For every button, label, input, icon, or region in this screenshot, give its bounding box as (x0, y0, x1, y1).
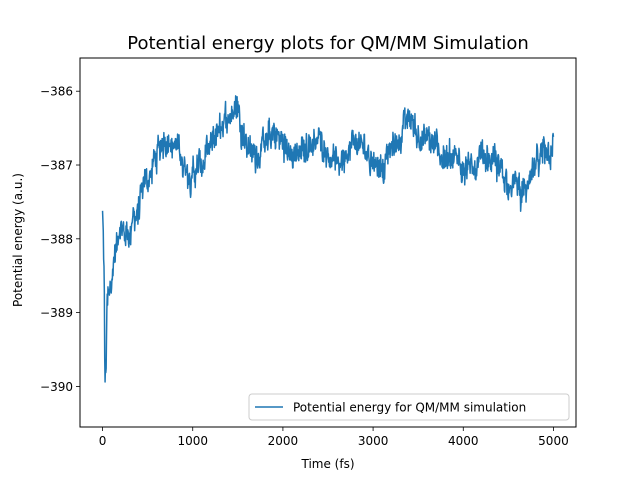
legend: Potential energy for QM/MM simulation (248, 393, 570, 421)
chart-title: Potential energy plots for QM/MM Simulat… (127, 33, 529, 54)
x-axis-label: Time (fs) (300, 457, 354, 471)
y-tick-label: −389 (40, 306, 73, 320)
y-tick-label: −386 (40, 85, 73, 99)
x-tick-label: 1000 (177, 434, 208, 448)
x-tick-label: 4000 (448, 434, 479, 448)
plot-area (101, 95, 555, 383)
series-line-potential-energy (101, 95, 555, 383)
legend-series-label: Potential energy for QM/MM simulation (293, 401, 526, 415)
x-tick-label: 5000 (538, 434, 569, 448)
x-tick-label: 2000 (268, 434, 299, 448)
x-tick-label: 3000 (358, 434, 389, 448)
y-tick-label: −387 (40, 159, 73, 173)
axis-ticks: 0 1000 2000 3000 4000 5000 −390 −389 −388 −387 −38… (40, 85, 569, 448)
y-tick-label: −390 (40, 380, 73, 394)
legend-box (248, 393, 570, 421)
y-tick-label: −388 (40, 232, 73, 246)
y-axis-label: Potential energy (a.u.) (11, 173, 25, 307)
x-tick-label: 0 (99, 434, 107, 448)
axes-frame (79, 57, 577, 428)
